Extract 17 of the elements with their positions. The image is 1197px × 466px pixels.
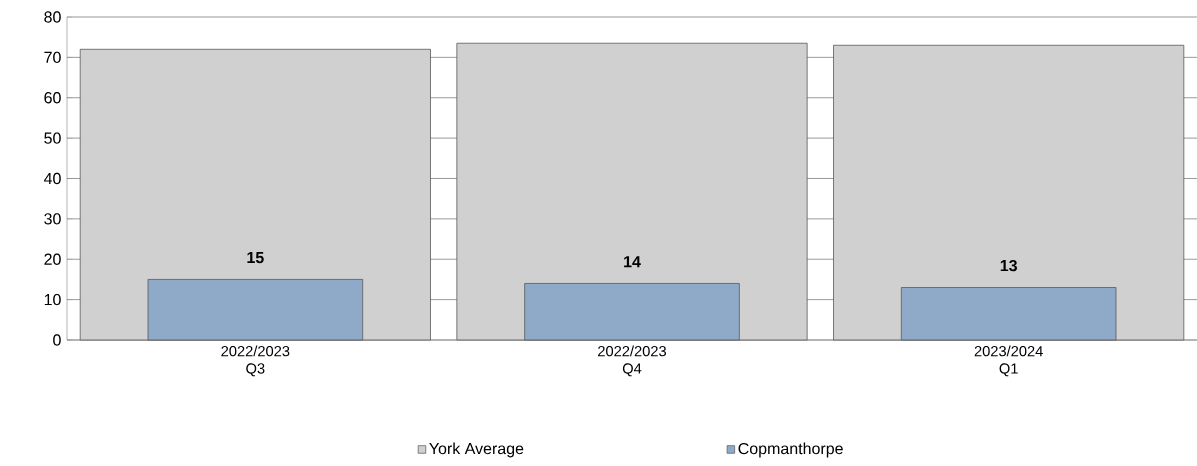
- y-tick-label: 80: [44, 11, 61, 23]
- y-tick-label: 30: [44, 213, 61, 225]
- x-tick-label: 2022/2023 Q3: [221, 345, 290, 377]
- y-tick-label: 10: [44, 293, 61, 306]
- x-tick-label: 2023/2024 Q1: [974, 345, 1043, 377]
- x-tick-label: 2022/2023 Q4: [598, 345, 666, 377]
- legend-label: Copmanthorpe: [738, 442, 843, 458]
- data-label: 14: [624, 256, 641, 268]
- data-label: 13: [1000, 259, 1017, 272]
- legend-label: York Average: [429, 442, 524, 458]
- data-label: 15: [247, 252, 264, 264]
- y-tick-label: 50: [44, 132, 61, 144]
- y-tick-label: 70: [44, 51, 61, 64]
- y-tick-label: 20: [44, 253, 61, 265]
- y-tick-label: 0: [53, 334, 61, 346]
- y-tick-label: 40: [43, 172, 61, 185]
- y-tick-label: 60: [44, 92, 61, 104]
